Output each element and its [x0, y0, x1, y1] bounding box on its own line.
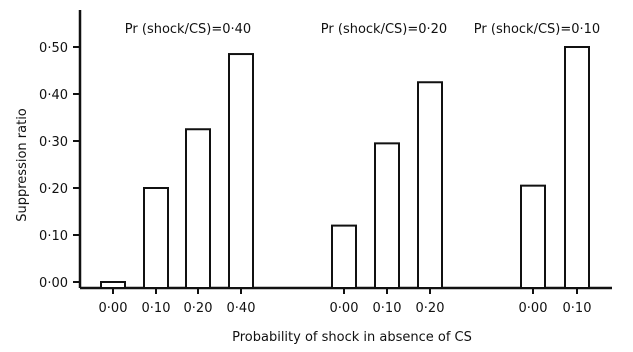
bar — [331, 224, 357, 290]
bar — [417, 81, 443, 289]
x-tick-label: 0·00 — [519, 301, 548, 316]
x-tick-label: 0·00 — [330, 301, 359, 316]
y-tick-label: 0·00 — [39, 276, 68, 291]
bar — [143, 187, 169, 289]
x-tick-label: 0·20 — [416, 301, 445, 316]
group-label: Pr (shock/CS)=0·10 — [474, 22, 600, 37]
x-tick-label: 0·10 — [142, 301, 171, 316]
bars — [100, 46, 590, 290]
y-tick-label: 0·20 — [39, 182, 68, 197]
bar — [100, 281, 126, 289]
bar — [374, 142, 400, 289]
x-tick-label: 0·10 — [563, 301, 592, 316]
y-tick-label: 0·10 — [39, 229, 68, 244]
x-axis-label: Probability of shock in absence of CS — [232, 330, 472, 345]
bar — [185, 128, 211, 289]
group-labels: Pr (shock/CS)=0·40 Pr (shock/CS)=0·20 Pr (… — [125, 22, 600, 37]
y-ticks: 0·00 0·10 0·20 0·30 0·40 0·50 — [39, 41, 80, 291]
group-label: Pr (shock/CS)=0·40 — [125, 22, 251, 37]
x-tick-label: 0·10 — [373, 301, 402, 316]
y-axis-label: Suppression ratio — [15, 108, 30, 222]
bar — [228, 53, 254, 289]
y-tick-label: 0·30 — [39, 135, 68, 150]
x-tick-label: 0·40 — [227, 301, 256, 316]
y-tick-label: 0·40 — [39, 88, 68, 103]
group-label: Pr (shock/CS)=0·20 — [321, 22, 447, 37]
y-tick-label: 0·50 — [39, 41, 68, 56]
x-ticks: 0·00 0·10 0·20 0·40 0·00 0·10 0·20 0·00 0·10 — [99, 288, 592, 316]
x-tick-label: 0·00 — [99, 301, 128, 316]
bar — [520, 184, 546, 289]
x-tick-label: 0·20 — [184, 301, 213, 316]
bar — [564, 46, 590, 289]
